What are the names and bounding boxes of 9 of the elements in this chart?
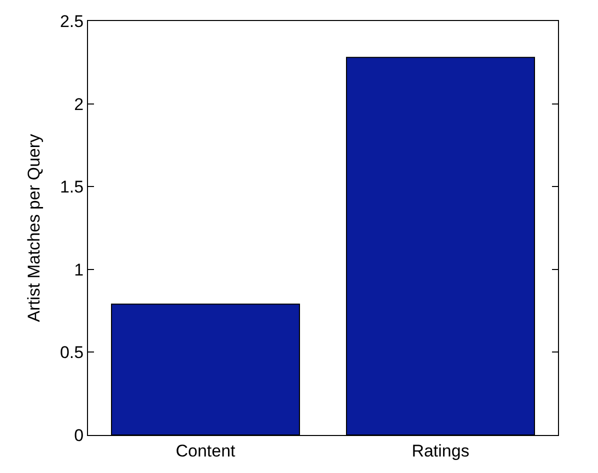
y-tick-label: 0.5: [60, 343, 84, 362]
x-tick-label: Ratings: [412, 441, 470, 460]
x-tick-label: Content: [176, 441, 236, 460]
y-tick-label: 2.5: [60, 12, 84, 31]
y-axis-title: Artist Matches per Query: [24, 134, 44, 322]
y-tick-label: 0: [74, 426, 84, 445]
y-tick-label: 1: [74, 260, 84, 280]
y-tick-label: 2: [74, 94, 84, 114]
y-tick-label: 1.5: [60, 178, 84, 197]
